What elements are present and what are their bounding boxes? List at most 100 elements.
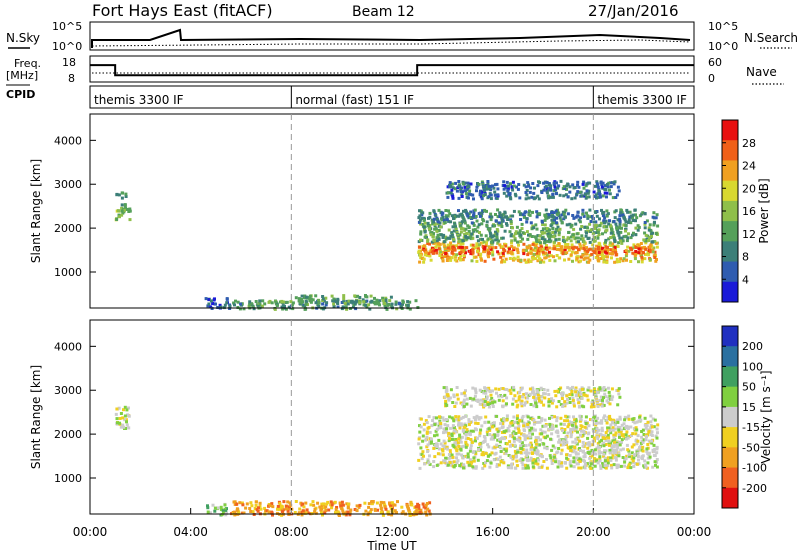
power-cell — [558, 216, 562, 220]
power-cell — [493, 232, 497, 236]
velocity-cell — [554, 457, 558, 461]
velocity-cell — [491, 405, 495, 408]
velocity-cell — [563, 428, 567, 431]
velocity-cell — [525, 448, 529, 452]
velocity-cell — [430, 424, 434, 428]
power-cell — [594, 193, 598, 197]
velocity-cell — [643, 416, 647, 420]
power-cell — [437, 247, 441, 251]
power-cell — [575, 232, 579, 236]
velocity-cell — [598, 399, 602, 402]
power-cell — [608, 188, 611, 192]
power-cell — [519, 240, 523, 243]
power-cell — [563, 240, 567, 244]
velocity-cell — [569, 445, 573, 449]
power-cell — [566, 182, 570, 186]
velocity-cell — [479, 416, 483, 420]
velocity-cell — [544, 424, 548, 428]
velocity-cell — [639, 441, 643, 445]
power-cell — [603, 250, 607, 254]
velocity-cell — [533, 448, 537, 452]
velocity-cell — [571, 398, 575, 402]
power-cell — [240, 302, 244, 306]
power-cell — [643, 257, 647, 261]
velocity-cell — [417, 442, 421, 446]
velocity-cell — [608, 429, 612, 433]
velocity-cell — [384, 507, 388, 511]
velocity-cell — [335, 506, 339, 509]
velocity-cell — [503, 393, 507, 397]
velocity-cell — [495, 465, 499, 468]
power-cell — [586, 229, 590, 233]
velocity-cell — [520, 419, 524, 423]
velocity-cell — [444, 430, 448, 434]
power-cell — [528, 209, 531, 213]
power-cell — [508, 257, 512, 260]
velocity-cell — [475, 428, 478, 432]
power-cell — [586, 226, 589, 230]
cpid-mode-0: themis 3300 IF — [94, 93, 184, 107]
power-cell — [364, 303, 368, 307]
velocity-cell — [521, 463, 525, 467]
power-cell — [651, 215, 655, 219]
velocity-cell — [417, 458, 421, 462]
power-cell — [423, 235, 427, 239]
velocity-cell — [572, 404, 576, 408]
velocity-cell — [213, 509, 217, 513]
power-cell — [613, 240, 617, 244]
velocity-cell — [635, 462, 639, 466]
power-cell — [456, 233, 460, 237]
velocity-cell — [341, 511, 345, 515]
velocity-cell — [454, 430, 458, 434]
power-cell — [643, 231, 647, 235]
velocity-cell — [485, 388, 489, 392]
velocity-cell — [516, 420, 520, 424]
velocity-cell — [579, 392, 583, 396]
velocity-cell — [125, 420, 128, 424]
power-cell — [509, 182, 512, 186]
power-cell — [449, 234, 453, 238]
velocity-cell — [561, 429, 564, 432]
velocity-cell — [344, 513, 348, 517]
velocity-cell — [418, 430, 422, 434]
power-cell — [618, 214, 622, 218]
power-cell — [435, 243, 439, 247]
velocity-cell — [495, 414, 499, 418]
velocity-cell — [511, 397, 515, 401]
velocity-cell — [520, 404, 524, 408]
velocity-cell — [379, 500, 383, 504]
velocity-cell — [625, 430, 629, 434]
power-cell — [486, 248, 490, 252]
velocity-cell — [276, 504, 280, 508]
velocity-cell — [550, 459, 554, 462]
power-cell — [563, 246, 567, 249]
velocity-cell — [559, 422, 563, 426]
power-cell — [607, 222, 611, 226]
date-title: 27/Jan/2016 — [588, 2, 679, 20]
velocity-cell — [463, 425, 467, 429]
power-cell — [472, 214, 475, 218]
power-cell — [609, 181, 612, 185]
power-cell — [469, 210, 473, 214]
power-cell — [513, 192, 517, 196]
power-cell — [418, 214, 422, 218]
velocity-cell — [635, 428, 639, 432]
power-cell — [618, 236, 622, 240]
velocity-cell — [464, 445, 468, 449]
velocity-cell — [448, 415, 452, 419]
power-cbar-tick-0: 4 — [742, 273, 749, 286]
power-cell — [303, 296, 306, 300]
power-cell — [495, 196, 499, 200]
power-cell — [643, 226, 647, 230]
velocity-cell — [583, 425, 587, 429]
velocity-cell — [495, 463, 499, 466]
velocity-cell — [569, 433, 573, 437]
power-cell — [532, 191, 536, 195]
velocity-cell — [589, 389, 593, 393]
power-cell — [576, 183, 579, 187]
power-cell — [454, 228, 458, 232]
power-cell — [442, 233, 446, 237]
velocity-cell — [634, 439, 638, 443]
power-cell — [637, 260, 640, 264]
velocity-cell — [242, 511, 246, 515]
